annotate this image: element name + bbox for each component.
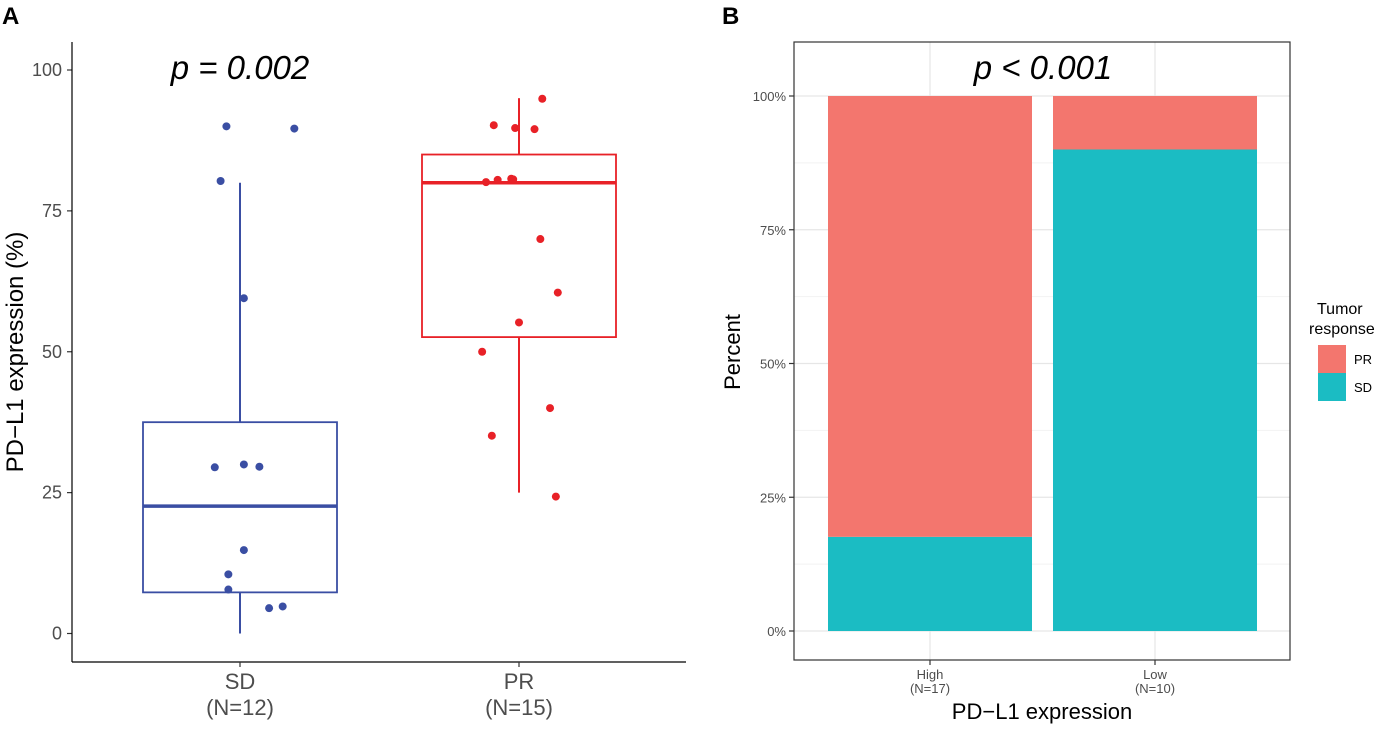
data-point — [482, 178, 491, 187]
panel-b: B p < 0.001 0% 25% 50% 75% 100% High(N=17) Lo… — [720, 3, 1375, 724]
panel-b-x-categories: High(N=17) Low(N=10) — [910, 660, 1175, 696]
data-point — [536, 235, 545, 244]
data-point — [290, 124, 299, 133]
data-point — [224, 570, 233, 579]
panel-a-x-category-n: (N=12) — [206, 695, 274, 720]
panel-a-y-tick-label: 0 — [52, 624, 62, 644]
data-point — [493, 175, 502, 184]
legend-title-line1: Tumor — [1317, 301, 1363, 318]
bar-segment-sd — [828, 536, 1032, 631]
data-point — [551, 492, 560, 501]
data-point — [222, 122, 231, 131]
panel-b-x-category: High — [917, 667, 944, 682]
panel-b-x-category: Low — [1143, 667, 1167, 682]
panel-a-x-category: PR — [504, 669, 535, 694]
panel-b-y-tick-label: 50% — [760, 357, 786, 372]
data-point — [538, 94, 547, 103]
data-point — [515, 318, 523, 327]
panel-a-y-ticks: 0 25 50 75 100 — [32, 60, 72, 644]
panel-b-y-tick-label: 100% — [753, 89, 787, 104]
bar-segment-pr — [1053, 96, 1257, 150]
bar-segment-pr — [828, 96, 1032, 537]
legend: Tumor response PR SD — [1309, 301, 1375, 401]
panel-b-x-category-n: (N=17) — [910, 681, 950, 696]
box-iqr — [421, 153, 617, 338]
data-point — [224, 585, 233, 594]
bar-segment-sd — [1053, 149, 1257, 631]
data-point — [546, 404, 555, 413]
legend-key-sd — [1318, 373, 1346, 401]
panel-a-y-axis-label: PD−L1 expression (%) — [2, 232, 29, 473]
data-point — [216, 177, 225, 186]
panel-a-y-tick-label: 25 — [42, 483, 62, 503]
data-point — [239, 546, 248, 555]
panel-b-x-axis-label: PD−L1 expression — [952, 699, 1132, 724]
panel-b-x-category-n: (N=10) — [1135, 681, 1175, 696]
panel-b-y-axis-label: Percent — [720, 314, 745, 390]
data-point — [278, 602, 287, 611]
data-point — [487, 431, 496, 440]
legend-label-pr: PR — [1354, 352, 1372, 367]
panel-b-y-tick-label: 75% — [760, 223, 786, 238]
data-point — [210, 463, 219, 472]
panel-b-bars — [828, 96, 1257, 631]
data-point — [489, 121, 498, 130]
data-point — [265, 604, 274, 613]
legend-key-pr — [1318, 345, 1346, 373]
panel-b-y-tick-label: 0% — [767, 624, 786, 639]
panel-a-points — [210, 94, 562, 613]
panel-a-y-tick-label: 50 — [42, 342, 62, 362]
data-point — [553, 288, 562, 297]
panel-a-y-tick-label: 100 — [32, 60, 62, 80]
panel-a-x-category: SD — [225, 669, 256, 694]
panel-a-x-category-n: (N=15) — [485, 695, 553, 720]
panel-b-p-value: p < 0.001 — [973, 49, 1113, 86]
panel-a-y-tick-label: 75 — [42, 201, 62, 221]
data-point — [509, 175, 518, 184]
panel-a-p-value: p = 0.002 — [170, 49, 310, 86]
data-point — [530, 125, 539, 134]
data-point — [255, 462, 264, 471]
panel-b-y-tick-label: 25% — [760, 490, 786, 505]
panel-a-x-categories: SD(N=12) PR(N=15) — [206, 662, 553, 720]
legend-title-line2: response — [1309, 321, 1375, 338]
data-point — [239, 460, 248, 469]
panel-b-plot-border — [793, 41, 1291, 661]
data-point — [478, 347, 487, 356]
panel-b-y-ticks: 0% 25% 50% 75% 100% — [753, 89, 794, 639]
panel-a-label: A — [2, 3, 19, 30]
legend-label-sd: SD — [1354, 380, 1372, 395]
data-point — [239, 294, 248, 303]
panel-b-label: B — [722, 3, 739, 30]
data-point — [511, 124, 520, 133]
panel-a-boxes — [142, 98, 617, 634]
